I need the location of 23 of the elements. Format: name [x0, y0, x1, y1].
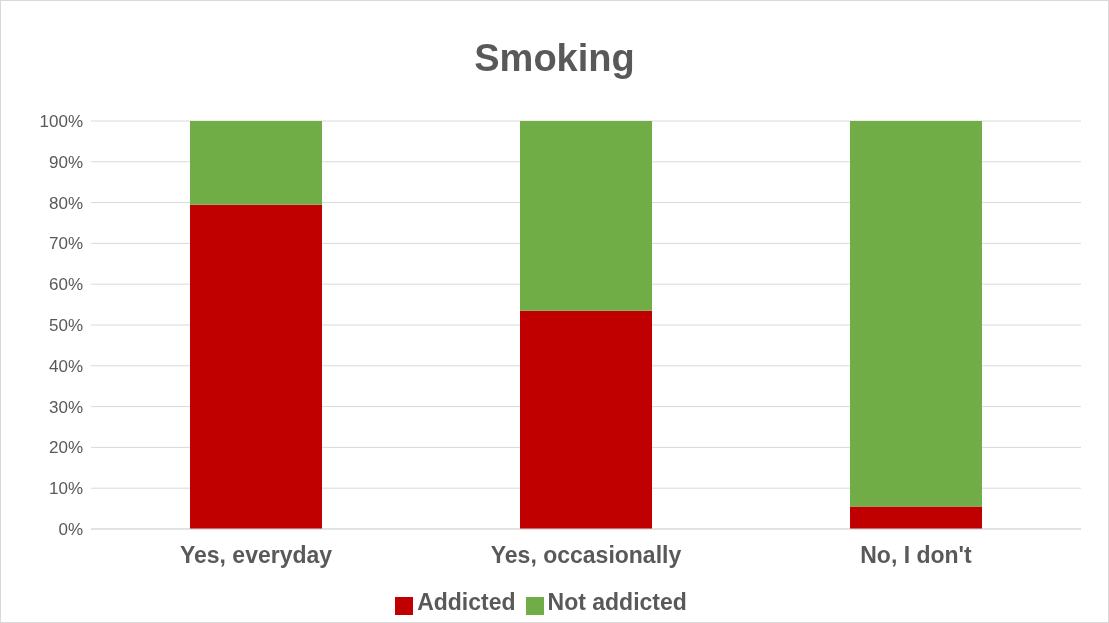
- bar: [190, 121, 322, 205]
- legend-label: Addicted: [417, 589, 516, 615]
- x-tick-label: Yes, occasionally: [490, 542, 682, 569]
- y-tick-label: 0%: [58, 520, 83, 540]
- x-tick-label: Yes, everyday: [179, 542, 333, 569]
- y-tick-label: 60%: [48, 275, 83, 295]
- y-tick-label: 50%: [48, 316, 83, 336]
- bar: [520, 310, 652, 529]
- bar: [520, 121, 652, 311]
- y-tick-label: 10%: [48, 479, 83, 499]
- chart-title: Smoking: [473, 37, 636, 80]
- bar: [850, 121, 982, 507]
- y-tick-label: 40%: [48, 356, 83, 376]
- y-tick-label: 90%: [48, 152, 83, 172]
- y-tick-label: 20%: [48, 438, 83, 458]
- y-tick-label: 30%: [48, 397, 83, 417]
- y-tick-label: 70%: [48, 234, 83, 254]
- bar: [190, 204, 322, 529]
- bar: [850, 506, 982, 529]
- y-tick-label: 100%: [39, 112, 83, 132]
- legend-label: Not addicted: [547, 589, 687, 615]
- x-tick-label: No, I don't: [860, 542, 973, 569]
- y-tick-label: 80%: [48, 193, 83, 213]
